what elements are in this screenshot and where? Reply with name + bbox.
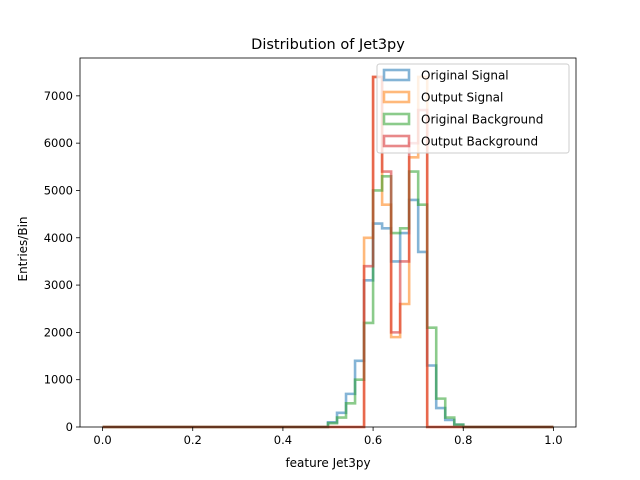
legend: Original Signal Output Signal Original Bac… [376, 63, 570, 154]
x-tick-label: 0.0 [93, 433, 111, 447]
y-axis-label: Entries/Bin [16, 216, 30, 281]
legend-swatch [382, 68, 411, 82]
x-tick-label: 0.8 [454, 433, 472, 447]
x-tick-label: 0.2 [184, 433, 202, 447]
legend-box [376, 63, 570, 154]
y-tick-label: 0 [66, 420, 73, 434]
x-tick-label: 0.4 [274, 433, 292, 447]
legend-entry: Output Background [421, 135, 538, 149]
x-tick-label: 1.0 [544, 433, 562, 447]
chart-title: Distribution of Jet3py [251, 37, 405, 53]
y-tick-label: 3000 [44, 278, 73, 292]
legend-entry: Original Background [421, 113, 543, 127]
legend-swatch [382, 134, 411, 148]
x-tick-label: 0.6 [364, 433, 382, 447]
series-original-background-line [102, 170, 554, 429]
legend-swatch [382, 90, 411, 104]
y-tick-label: 2000 [44, 325, 73, 339]
y-tick-label: 5000 [44, 183, 73, 197]
y-tick-label: 6000 [44, 136, 73, 150]
legend-entry: Output Signal [421, 91, 503, 105]
legend-entry: Original Signal [421, 69, 509, 83]
x-axis-label: feature Jet3py [285, 456, 370, 470]
y-tick-label: 1000 [44, 373, 73, 387]
y-tick-label: 4000 [44, 231, 73, 245]
legend-swatch [382, 112, 411, 126]
axes-layer: 0.0 0.2 0.4 0.6 0.8 1.0 0 1000 2000 3000 4000 5000 6… [44, 57, 577, 447]
axes-frame [79, 57, 577, 428]
y-tick-label: 7000 [44, 89, 73, 103]
